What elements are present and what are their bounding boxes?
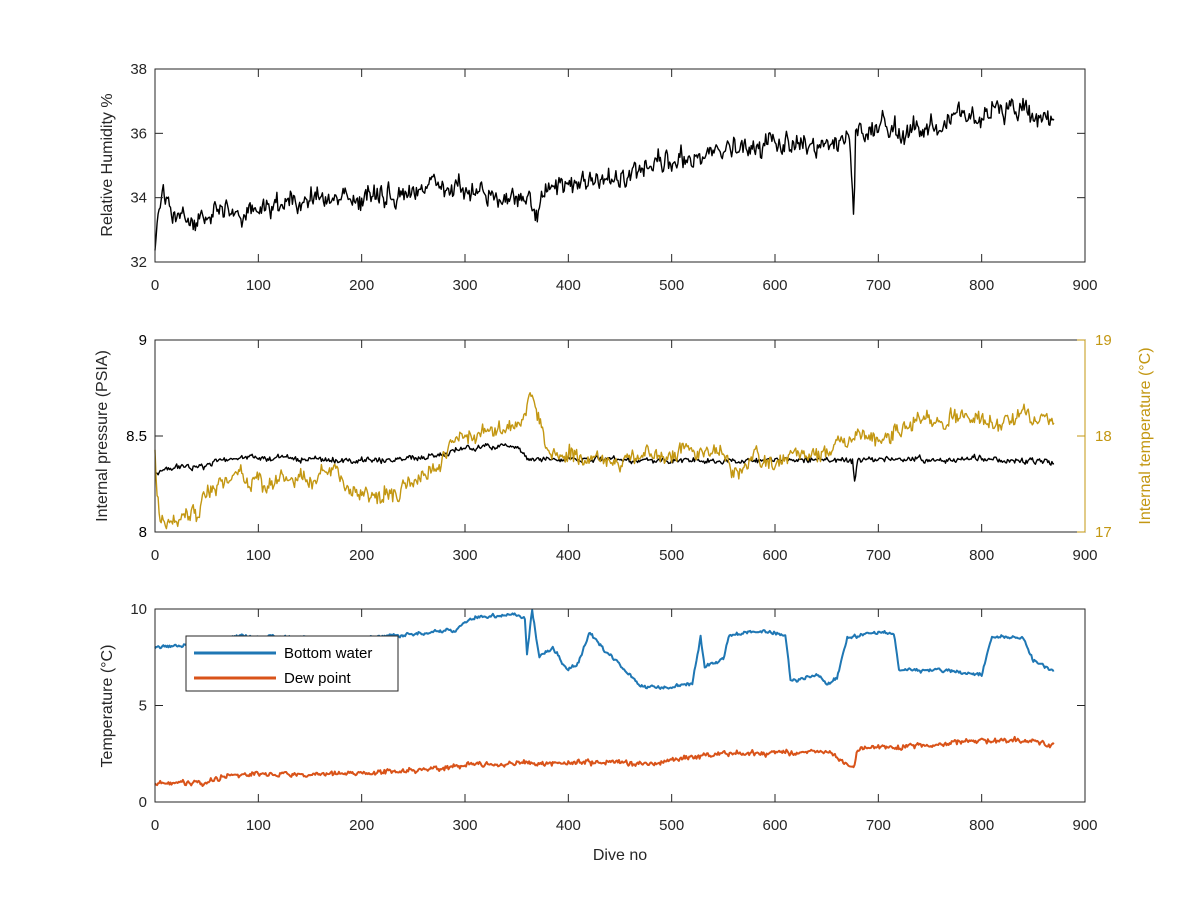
temperature-x-tick-label: 600 (762, 817, 787, 834)
temperature-x-tick-label: 0 (151, 817, 159, 834)
pressure-x-tick-label: 900 (1072, 547, 1097, 564)
temperature-y-tick-label: 10 (130, 601, 147, 618)
pressure-x-tick-label: 0 (151, 547, 159, 564)
humidity-x-ticks: 0 100 200 300 400 500 600 700 800 900 (151, 69, 1098, 294)
legend-label-dew-point: Dew point (284, 670, 352, 687)
temperature-x-tick-label: 200 (349, 817, 374, 834)
pressure-x-tick-label: 500 (659, 547, 684, 564)
humidity-panel: 0 100 200 300 400 500 600 700 800 900 32 34 36 38 Re… (99, 61, 1098, 294)
pressure-y-ticks: 88.59 (126, 332, 163, 541)
humidity-y-axis-title: Relative Humidity % (99, 93, 116, 236)
pressure-x-tick-label: 700 (866, 547, 891, 564)
internal-temperature-y2-tick-label: 17 (1095, 524, 1112, 541)
pressure-temperature-series-layer (154, 392, 1055, 530)
internal-temperature-y2-tick-label: 19 (1095, 332, 1112, 349)
humidity-x-tick-label: 0 (151, 277, 159, 294)
humidity-x-tick-label: 200 (349, 277, 374, 294)
humidity-series-line-0 (154, 97, 1055, 251)
pressure-x-tick-label: 400 (556, 547, 581, 564)
humidity-y-tick-label: 36 (130, 125, 147, 142)
temperature-x-tick-label: 500 (659, 817, 684, 834)
temperature-panel: 0 100 200 300 400 500 600 700 800 900 0 5 10 Temper… (99, 601, 1098, 864)
pressure-y-tick-label: 8.5 (126, 428, 147, 445)
humidity-y-tick-label: 34 (130, 190, 147, 207)
pressure-x-tick-label: 200 (349, 547, 374, 564)
pressure-temperature-panel: 0 100 200 300 400 500 600 700 800 900 88.59 17181… (94, 332, 1154, 564)
humidity-plot-frame (154, 68, 1086, 263)
temperature-y-tick-label: 0 (139, 794, 147, 811)
internal-temperature-y2-axis-title: Internal temperature (°C) (1137, 347, 1154, 524)
humidity-x-tick-label: 400 (556, 277, 581, 294)
temperature-x-ticks: 0 100 200 300 400 500 600 700 800 900 (151, 609, 1098, 834)
pressure-y-tick-label: 9 (139, 332, 147, 349)
humidity-x-tick-label: 800 (969, 277, 994, 294)
temperature-y-tick-label: 5 (139, 698, 147, 715)
temperature-legend: Bottom water Dew point (185, 635, 399, 692)
humidity-series-layer (154, 97, 1055, 251)
humidity-x-tick-label: 300 (452, 277, 477, 294)
pressure-x-tick-label: 800 (969, 547, 994, 564)
pressure-y-axis-title: Internal pressure (PSIA) (94, 350, 111, 522)
temperature-x-tick-label: 900 (1072, 817, 1097, 834)
humidity-y-tick-label: 32 (130, 254, 147, 271)
humidity-x-tick-label: 500 (659, 277, 684, 294)
pressure-x-tick-label: 100 (246, 547, 271, 564)
humidity-y-ticks: 32 34 36 38 (130, 61, 1085, 271)
pressure-x-ticks: 0 100 200 300 400 500 600 700 800 900 (151, 340, 1098, 564)
humidity-x-tick-label: 600 (762, 277, 787, 294)
temperature-x-tick-label: 800 (969, 817, 994, 834)
internal-temperature-y2-tick-label: 18 (1095, 428, 1112, 445)
internal-temperature-y2-ticks: 17 18 19 (1077, 332, 1112, 541)
temperature-x-tick-label: 300 (452, 817, 477, 834)
temperature-x-tick-label: 700 (866, 817, 891, 834)
pressure-y-tick-label: 8 (139, 524, 147, 541)
humidity-x-tick-label: 700 (866, 277, 891, 294)
humidity-x-tick-label: 100 (246, 277, 271, 294)
temperature-x-tick-label: 400 (556, 817, 581, 834)
legend-box (185, 635, 399, 692)
humidity-x-tick-label: 900 (1072, 277, 1097, 294)
temperature-y-axis-title: Temperature (°C) (99, 645, 116, 768)
legend-label-bottom-water: Bottom water (284, 645, 372, 662)
pressure-x-tick-label: 300 (452, 547, 477, 564)
pressure-x-tick-label: 600 (762, 547, 787, 564)
temperature-y-ticks: 0 5 10 (130, 601, 1085, 811)
humidity-y-tick-label: 38 (130, 61, 147, 78)
temperature-x-tick-label: 100 (246, 817, 271, 834)
temperature-series-line-1 (154, 735, 1055, 787)
x-axis-title: Dive no (593, 847, 647, 864)
pressure-series-line-1 (154, 392, 1055, 530)
